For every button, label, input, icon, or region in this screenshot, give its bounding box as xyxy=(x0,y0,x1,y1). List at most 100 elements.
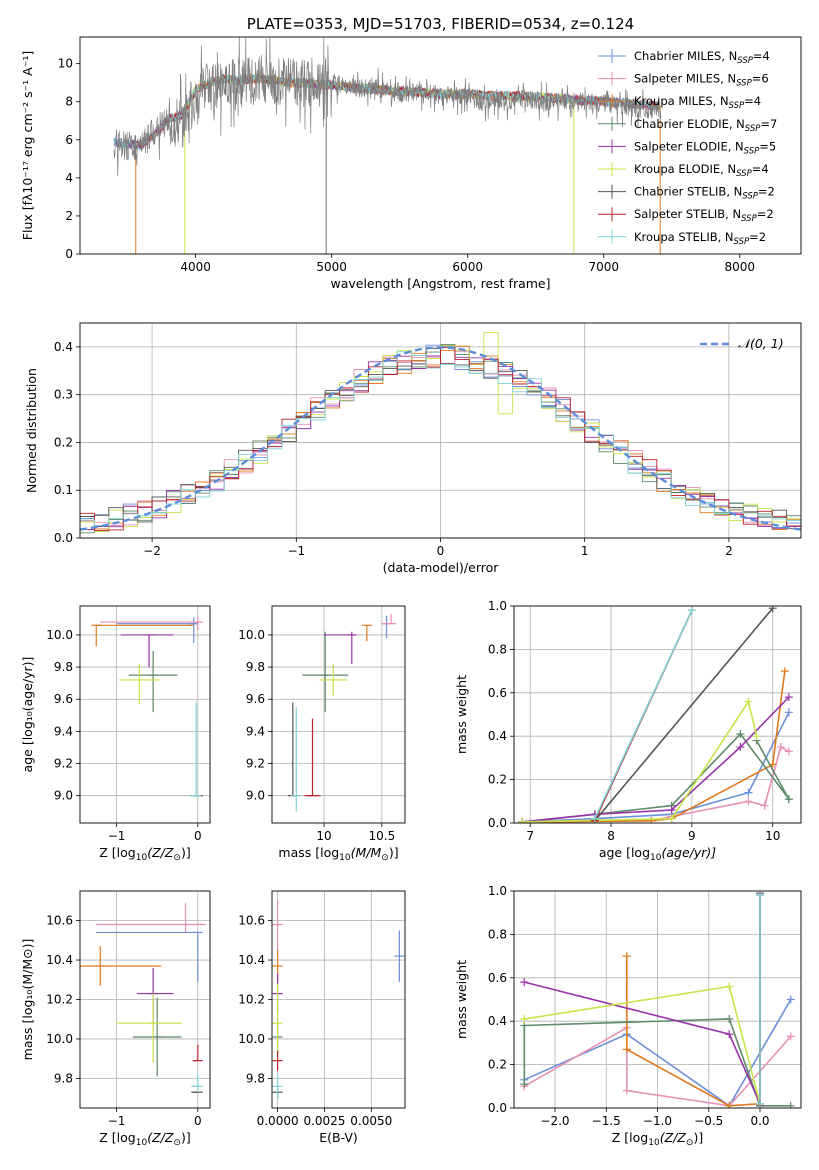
y-tick-label: 0.2 xyxy=(54,435,73,449)
y-axis-label: mass weight xyxy=(454,675,469,754)
plot-area xyxy=(520,891,795,1108)
x-tick-label: 6000 xyxy=(452,260,483,274)
x-label-part: )] xyxy=(693,1130,703,1145)
y-tick-label: 0.0 xyxy=(488,816,507,830)
plus-marker xyxy=(752,732,761,741)
plot-area xyxy=(113,37,662,254)
legend-label-part: =2 xyxy=(757,207,774,221)
y-tick-label: 6 xyxy=(65,133,73,147)
y-tick-label: 9.6 xyxy=(246,692,265,706)
y-tick-label: 10.2 xyxy=(46,993,73,1007)
plus-marker xyxy=(725,1101,734,1108)
x-tick-label: 0 xyxy=(194,829,202,843)
y-axis-label: Normed distribution xyxy=(24,368,39,493)
x-tick-label: 5000 xyxy=(316,260,347,274)
x-tick-label: 0.0 xyxy=(750,1114,769,1128)
legend-label-part: Salpeter ELODIE, N xyxy=(634,139,744,153)
chart-age_vs_Z: −1 0 9.0 9.2 9.4 9.6 9.8 10.0 Z [log10(Z/Z⊙)] age… xyxy=(20,605,211,863)
legend-label-sub: SSP xyxy=(741,214,757,224)
plus-marker xyxy=(622,952,631,961)
y-tick-label: 9.2 xyxy=(54,757,73,771)
y-tick-label: 0.8 xyxy=(488,642,507,656)
y-tick-label: 9.6 xyxy=(54,692,73,706)
y-tick-label: 9.8 xyxy=(246,1071,265,1085)
x-tick-label: 0.0050 xyxy=(350,1114,392,1128)
x-tick-label: −2.0 xyxy=(540,1114,569,1128)
plus-marker xyxy=(667,805,676,814)
y-axis-label: mass [log₁₀(M/M⊙)] xyxy=(20,939,35,1061)
x-tick-label: −1 xyxy=(287,544,305,558)
plus-marker xyxy=(736,730,745,739)
y-tick-label: 0.6 xyxy=(488,971,507,985)
x-label-sub: ⊙ xyxy=(381,853,389,863)
plot-area xyxy=(272,900,405,1099)
y-tick-label: 10 xyxy=(58,57,73,71)
legend-label: Kroupa ELODIE, NSSP=4 xyxy=(634,162,769,179)
y-tick-label: 10.2 xyxy=(238,993,265,1007)
x-label-sub: ⊙ xyxy=(173,1138,181,1148)
x-label-sub: ⊙ xyxy=(173,853,181,863)
chart-residuals: −2 −1 0 1 2 0.0 0.1 0.2 0.3 0.4 (data-model)/error… xyxy=(24,322,802,575)
legend-label: Chabrier MILES, NSSP=4 xyxy=(634,49,770,66)
plus-marker xyxy=(784,693,793,702)
y-tick-label: 10.4 xyxy=(46,953,73,967)
x-label-sub: 10 xyxy=(136,853,148,863)
plus-marker xyxy=(744,797,753,806)
legend-label-sub: SSP xyxy=(729,101,745,111)
y-tick-label: 9.8 xyxy=(54,660,73,674)
x-tick-label: 0 xyxy=(194,1114,202,1128)
legend-label-sub: SSP xyxy=(736,169,752,179)
legend-label-part: =4 xyxy=(752,162,769,176)
legend-label: Salpeter ELODIE, NSSP=5 xyxy=(634,139,776,156)
y-axis-label: Flux [fλ10⁻¹⁷ erg cm⁻² s⁻¹ A⁻¹] xyxy=(20,51,35,240)
x-tick-label: 10.5 xyxy=(369,829,396,843)
x-tick-label: 0.0025 xyxy=(303,1114,345,1128)
plus-marker xyxy=(736,743,745,752)
x-tick-label: 10 xyxy=(316,829,331,843)
plus-marker xyxy=(784,747,793,756)
chart-massweight_vs_Z: −2.0 −1.5 −1.0 −0.5 0.0 0.0 0.2 0.4 0.6 0.8 1.0 Z [… xyxy=(454,884,802,1148)
mass-weight-line xyxy=(594,609,693,820)
x-axis-label: Z [log10(Z/Z⊙)] xyxy=(612,1130,703,1148)
axes-frame xyxy=(79,605,211,824)
x-label-part: Z [log xyxy=(612,1130,648,1145)
chart-mass_vs_Z: −1 0 9.8 10.0 10.2 10.4 10.6 Z [log10(Z/Z⊙)] mas… xyxy=(20,890,211,1148)
y-tick-label: 0.1 xyxy=(54,483,73,497)
plot-area xyxy=(91,617,203,797)
legend-label-part: =2 xyxy=(758,185,775,199)
y-tick-label: 10.0 xyxy=(46,628,73,642)
axes-frame xyxy=(271,890,406,1109)
x-label-sub: 10 xyxy=(648,1138,660,1148)
x-tick-label: 7 xyxy=(526,829,534,843)
legend-label-part: =5 xyxy=(759,139,776,153)
y-tick-label: 9.4 xyxy=(246,724,265,738)
x-label-sub: 10 xyxy=(136,1138,148,1148)
x-axis-label: Z [log10(Z/Z⊙)] xyxy=(99,1130,190,1148)
plus-marker xyxy=(520,1015,529,1024)
x-label-sub: 10 xyxy=(339,853,351,863)
plus-marker xyxy=(756,891,764,900)
observed-spectrum-line xyxy=(113,37,662,176)
x-label-sub: ⊙ xyxy=(686,1138,694,1148)
y-tick-label: 9.2 xyxy=(246,757,265,771)
y-tick-label: 10.0 xyxy=(238,628,265,642)
x-axis-label: age [log10(age/yr)] xyxy=(599,845,716,863)
mass-weight-line xyxy=(594,607,774,822)
plot-area xyxy=(518,606,793,823)
axes-frame xyxy=(79,36,802,255)
chart-mass_vs_ebv: 0.0000 0.0025 0.0050 9.8 10.0 10.2 10.4 10.6 E(B… xyxy=(238,890,406,1145)
y-tick-label: 1.0 xyxy=(488,884,507,898)
y-tick-label: 2 xyxy=(65,209,73,223)
legend-label-part: Kroupa STELIB, N xyxy=(634,230,734,244)
legend-label-part: Salpeter STELIB, N xyxy=(634,207,741,221)
legend-label: 𝒩(0, 1) xyxy=(738,336,784,351)
y-tick-label: 10.0 xyxy=(46,1032,73,1046)
legend-label: Chabrier ELODIE, NSSP=7 xyxy=(634,117,777,134)
plus-marker xyxy=(744,697,753,706)
axes-frame xyxy=(513,605,802,824)
x-tick-label: 1 xyxy=(581,544,589,558)
plus-marker xyxy=(784,708,793,717)
legend-label-part: Chabrier MILES, N xyxy=(634,49,737,63)
